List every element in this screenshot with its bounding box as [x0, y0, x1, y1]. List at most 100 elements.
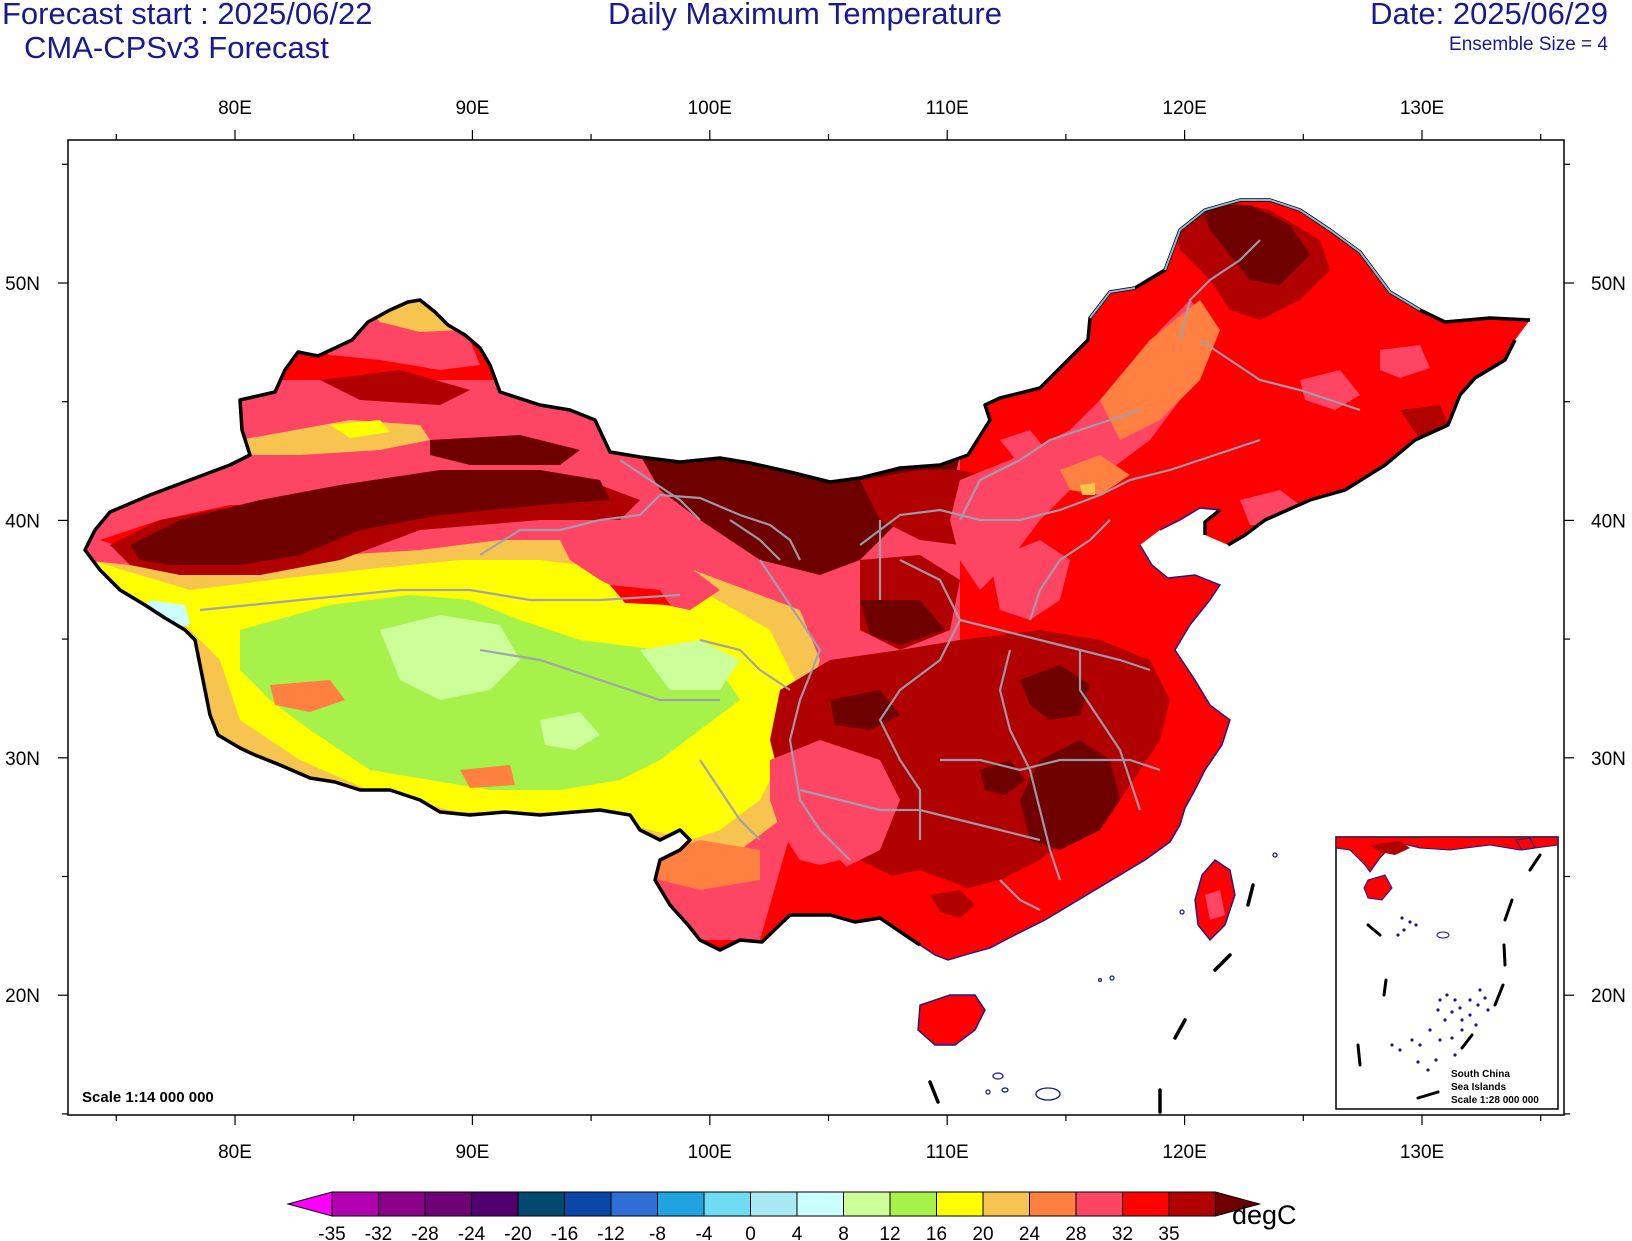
lat-tick-label-left: 20N [5, 986, 40, 1007]
lat-tick-label-right: 20N [1591, 986, 1626, 1007]
valid-date-label: Date: 2025/06/29 [1370, 0, 1608, 31]
island-dot [1438, 998, 1442, 1002]
lon-tick-label-top: 110E [926, 98, 969, 119]
colorbar-swatch [517, 1191, 565, 1217]
lon-tick-label-top: 100E [688, 98, 732, 119]
colorbar-swatch [331, 1191, 379, 1217]
colorbar-swatch [1075, 1191, 1123, 1217]
inset-label-line2: Sea Islands [1451, 1082, 1506, 1093]
inset-label-line1: South China [1451, 1069, 1510, 1080]
island-dot [1396, 933, 1400, 937]
colorbar-level-label: 0 [745, 1224, 756, 1241]
lat-tick-label-left: 40N [5, 511, 40, 532]
colorbar-level-label: -35 [318, 1224, 345, 1241]
island-dot [1450, 1010, 1454, 1014]
colorbar-low-arrow [286, 1191, 333, 1217]
colorbar-swatch [610, 1191, 658, 1217]
colorbar-level-label: -20 [504, 1224, 531, 1241]
island-dot [1443, 1018, 1447, 1022]
lat-tick-label-left: 50N [5, 274, 40, 295]
island-dot [1390, 1043, 1394, 1047]
colorbar: -35 -32 -28 -24 -20 -16 -12 -8 -4 0 4 8 12 16 20 24 28 32… [286, 1191, 1262, 1241]
colorbar-level-label: 28 [1065, 1224, 1086, 1241]
inset-label-line3: Scale 1:28 000 000 [1451, 1095, 1539, 1106]
island-dot [1434, 1058, 1438, 1062]
colorbar-swatch [889, 1191, 937, 1217]
colorbar-level-label: -12 [597, 1224, 624, 1241]
lon-tick-label-top: 80E [218, 98, 252, 119]
colorbar-swatch [564, 1191, 612, 1217]
model-name-label: CMA-CPSv3 Forecast [24, 30, 329, 65]
colorbar-level-label: -24 [458, 1224, 486, 1241]
island-dot [1408, 920, 1412, 924]
colorbar-swatch [703, 1191, 751, 1217]
colorbar-swatch [1168, 1191, 1216, 1217]
colorbar-swatch [424, 1191, 472, 1217]
colorbar-swatch [982, 1191, 1030, 1217]
colorbar-swatch [378, 1191, 426, 1217]
colorbar-swatch [1122, 1191, 1170, 1217]
colorbar-swatch [796, 1191, 844, 1217]
lat-tick-label-right: 40N [1591, 511, 1626, 532]
colorbar-level-label: 24 [1019, 1224, 1041, 1241]
island-dot [1483, 996, 1487, 1000]
colorbar-level-label: -16 [551, 1224, 578, 1241]
island-dot [1438, 1038, 1442, 1042]
colorbar-level-label: -32 [365, 1224, 392, 1241]
island-dot [1453, 998, 1457, 1002]
island-dot [1476, 1003, 1480, 1007]
lon-tick-label-bottom: 110E [926, 1142, 969, 1163]
island-dot [1402, 928, 1406, 932]
island-dot [1450, 1036, 1454, 1040]
lon-tick-label-bottom: 80E [218, 1142, 252, 1163]
island-dot [1410, 1038, 1414, 1042]
colorbar-swatch [471, 1191, 519, 1217]
colorbar-level-label: 4 [792, 1224, 803, 1241]
colorbar-level-label: 8 [838, 1224, 849, 1241]
colorbar-unit-label: degC [1232, 1200, 1297, 1230]
forecast-start-label: Forecast start : 2025/06/22 [2, 0, 373, 31]
colorbar-level-label: -4 [696, 1224, 713, 1241]
island-dot [1460, 1028, 1464, 1032]
lat-tick-label-left: 30N [5, 749, 40, 770]
colorbar-level-label: 32 [1112, 1224, 1133, 1241]
colorbar-high-arrow [1215, 1191, 1262, 1217]
lon-tick-label-bottom: 100E [688, 1142, 732, 1163]
island-dot [1436, 1008, 1440, 1012]
colorbar-level-label: 20 [972, 1224, 993, 1241]
island-dot [1468, 1013, 1472, 1017]
lon-tick-label-top: 130E [1400, 98, 1444, 119]
colorbar-level-label: 16 [926, 1224, 947, 1241]
lon-tick-label-bottom: 130E [1400, 1142, 1444, 1163]
colorbar-swatch [1029, 1191, 1077, 1217]
island-dot [1445, 993, 1449, 997]
island-dot [1478, 988, 1482, 992]
colorbar-swatch [843, 1191, 891, 1217]
lon-tick-label-top: 90E [455, 98, 489, 119]
colorbar-swatch [936, 1191, 984, 1217]
lon-tick-label-bottom: 120E [1162, 1142, 1206, 1163]
island-dot [1460, 1018, 1464, 1022]
colorbar-level-label: -28 [411, 1224, 438, 1241]
island-dot [1458, 1006, 1462, 1010]
map-scale-label: Scale 1:14 000 000 [82, 1089, 214, 1106]
island-dot [1468, 998, 1472, 1002]
island-dot [1428, 1028, 1432, 1032]
island-dot [1418, 1043, 1422, 1047]
island-dot [1414, 923, 1418, 927]
colorbar-swatch [657, 1191, 705, 1217]
island-dot [1398, 1048, 1402, 1052]
colorbar-swatch [750, 1191, 798, 1217]
island-dot [1426, 1068, 1430, 1072]
lat-tick-label-right: 30N [1591, 749, 1626, 770]
colorbar-level-label: -8 [649, 1224, 666, 1241]
island-dot [1453, 1053, 1457, 1057]
lon-tick-label-top: 120E [1162, 98, 1206, 119]
colorbar-level-label: 35 [1158, 1224, 1179, 1241]
island-dot [1474, 1023, 1478, 1027]
ensemble-size-label: Ensemble Size = 4 [1449, 34, 1608, 55]
lon-tick-label-bottom: 90E [455, 1142, 489, 1163]
colorbar-level-label: 12 [879, 1224, 900, 1241]
map-title: Daily Maximum Temperature [608, 0, 1002, 31]
